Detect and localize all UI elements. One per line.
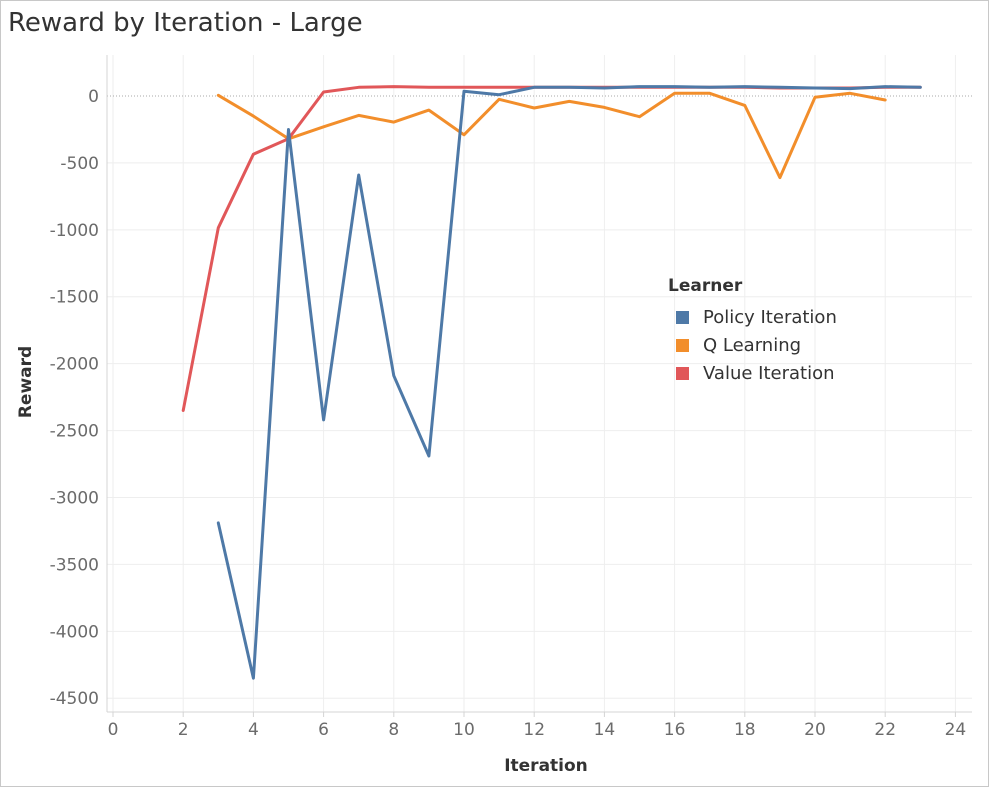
legend-swatch [676, 338, 689, 352]
legend-item-policy-iteration: Policy Iteration [668, 303, 837, 331]
legend-swatch [676, 310, 689, 324]
y-tick-label: -4500 [50, 689, 99, 709]
x-tick-label: 4 [248, 720, 259, 740]
y-tick-label: -2000 [50, 355, 99, 375]
x-tick-label: 16 [664, 720, 686, 740]
y-tick-label: -4000 [50, 622, 99, 642]
y-tick-label: -1500 [50, 288, 99, 308]
x-tick-label: 20 [804, 720, 826, 740]
legend-label: Value Iteration [703, 362, 835, 384]
legend-label: Policy Iteration [703, 306, 837, 328]
legend-title: Learner [668, 276, 743, 296]
y-tick-label: 0 [88, 87, 99, 107]
x-tick-label: 6 [318, 720, 329, 740]
legend-swatch [676, 366, 689, 380]
y-axis-label: Reward [16, 346, 36, 418]
x-tick-label: 24 [945, 720, 967, 740]
x-tick-label: 2 [178, 720, 189, 740]
x-tick-label: 18 [734, 720, 756, 740]
x-tick-label: 8 [388, 720, 399, 740]
x-tick-label: 12 [523, 720, 545, 740]
y-tick-label: -500 [60, 154, 99, 174]
y-tick-label: -3000 [50, 488, 99, 508]
x-tick-label: 22 [874, 720, 896, 740]
legend: Learner Policy Iteration Q Learning Valu… [668, 276, 837, 387]
x-tick-label: 10 [453, 720, 475, 740]
x-axis-label: Iteration [504, 756, 588, 776]
y-tick-label: -3500 [50, 555, 99, 575]
legend-label: Q Learning [703, 334, 802, 356]
x-tick-label: 14 [594, 720, 616, 740]
series-line-policy-iteration [216, 85, 922, 680]
x-tick-label: 0 [108, 720, 119, 740]
y-tick-label: -1000 [50, 221, 99, 241]
legend-item-value-iteration: Value Iteration [668, 359, 837, 387]
chart-title: Reward by Iteration - Large [8, 8, 363, 38]
y-tick-label: -2500 [50, 422, 99, 442]
legend-item-q-learning: Q Learning [668, 331, 837, 359]
series-line-q-learning [216, 91, 887, 180]
